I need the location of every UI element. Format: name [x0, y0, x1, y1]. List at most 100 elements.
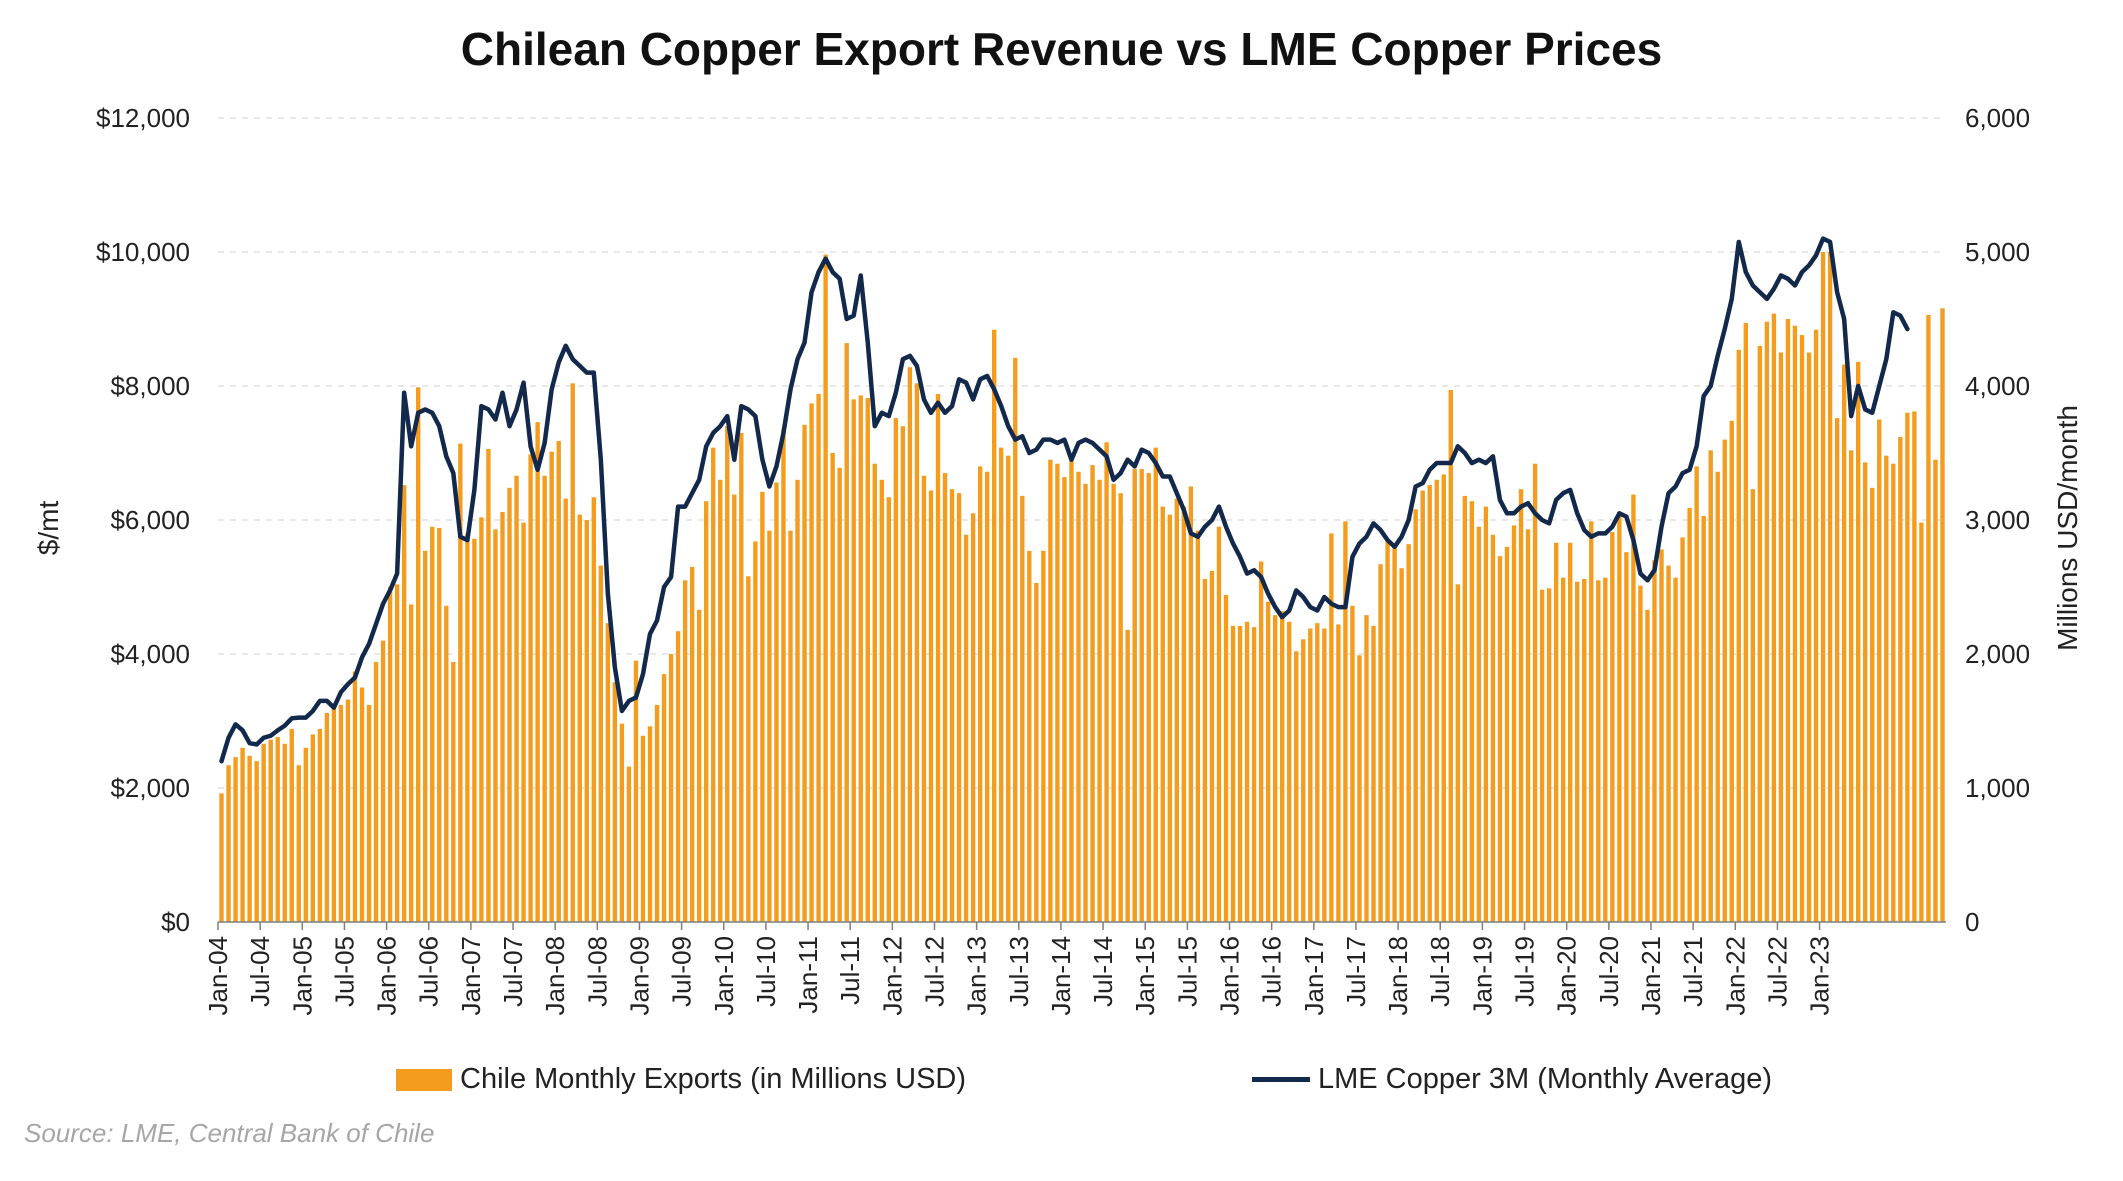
export-bar: [1048, 459, 1053, 922]
export-bar: [598, 565, 604, 922]
export-bar: [394, 584, 400, 922]
export-bar: [1785, 319, 1791, 922]
export-bar: [1385, 541, 1390, 922]
export-bar: [1673, 577, 1678, 922]
export-bar: [1848, 450, 1854, 922]
x-tick: Jul-04: [245, 936, 275, 1007]
x-tick: Jan-16: [1215, 936, 1245, 1016]
x-tick: Jul-11: [835, 936, 865, 1005]
export-bar: [437, 528, 442, 922]
export-bar: [1153, 447, 1158, 922]
export-bar: [219, 793, 224, 922]
export-bar: [984, 471, 990, 922]
x-tick: Jan-17: [1299, 936, 1329, 1016]
export-bar: [1568, 542, 1573, 922]
export-bar: [1525, 529, 1531, 922]
export-bar: [647, 726, 653, 922]
export-bar: [1027, 550, 1032, 922]
export-bar: [1336, 624, 1341, 922]
export-bar: [654, 704, 660, 922]
x-tick: Jan-05: [287, 936, 317, 1016]
export-bar: [563, 498, 568, 922]
export-bar: [1258, 561, 1264, 922]
export-bar: [1055, 463, 1060, 922]
export-bar: [605, 623, 611, 922]
export-bar: [1097, 479, 1102, 922]
export-bar: [1813, 329, 1819, 923]
export-bar: [844, 343, 849, 922]
export-bar: [718, 479, 723, 922]
export-bar: [1357, 655, 1362, 922]
export-bar: [830, 453, 835, 922]
export-bar: [704, 501, 709, 922]
export-bar: [661, 674, 667, 922]
export-bar: [1280, 611, 1285, 922]
export-bar: [240, 747, 245, 922]
export-bar: [1104, 442, 1109, 922]
export-bar: [359, 687, 365, 922]
export-bar: [900, 426, 906, 922]
export-bar: [1518, 489, 1524, 922]
export-bar: [1350, 605, 1355, 922]
export-bar: [1083, 483, 1088, 922]
x-tick: Jul-22: [1762, 936, 1792, 1007]
export-bar: [1315, 623, 1320, 922]
export-bar: [1701, 515, 1706, 922]
export-bar: [1715, 471, 1720, 922]
export-bar: [682, 580, 688, 922]
export-bar: [1272, 615, 1278, 922]
export-bar: [1659, 549, 1664, 922]
export-bar: [949, 489, 955, 922]
export-bar: [1195, 530, 1201, 922]
export-bar: [352, 671, 358, 922]
export-bar: [226, 765, 231, 922]
export-bar: [1820, 252, 1826, 922]
export-bar: [1406, 544, 1411, 922]
y-right-tick: 3,000: [1965, 505, 2030, 535]
export-bar: [465, 533, 470, 922]
export-bar: [1891, 463, 1896, 922]
export-bar: [753, 541, 758, 922]
y-right-tick: 1,000: [1965, 773, 2030, 803]
export-bar: [1301, 639, 1306, 922]
export-bar: [1174, 498, 1180, 922]
export-bar: [1729, 420, 1734, 922]
export-bar: [1223, 595, 1229, 922]
export-bar: [1244, 621, 1250, 922]
x-tick: Jan-11: [793, 936, 823, 1014]
export-bar: [1490, 534, 1496, 922]
x-tick: Jul-17: [1341, 936, 1371, 1007]
export-bar: [956, 493, 962, 922]
export-bar: [1582, 578, 1587, 922]
export-bar: [521, 522, 526, 922]
y-right-tick: 5,000: [1965, 237, 2030, 267]
export-bar: [1322, 628, 1327, 922]
x-tick: Jan-20: [1552, 936, 1582, 1016]
y-left-tick: $6,000: [110, 505, 190, 535]
export-bar: [739, 432, 744, 922]
export-bar: [1167, 514, 1172, 922]
y-right-tick: 6,000: [1965, 103, 2030, 133]
export-bar: [345, 699, 351, 922]
export-bar: [774, 482, 779, 922]
export-bar: [612, 682, 618, 922]
export-bar: [1006, 455, 1011, 922]
export-bar: [247, 755, 252, 922]
export-bar: [1462, 495, 1468, 922]
export-bar: [999, 447, 1004, 922]
export-bar: [317, 729, 323, 922]
export-bar: [493, 529, 498, 922]
export-bar: [1132, 469, 1137, 922]
lme-line: [219, 236, 1910, 764]
export-bar: [1497, 556, 1503, 922]
y-left-tick: $4,000: [110, 639, 190, 669]
x-tick: Jan-09: [625, 936, 655, 1016]
export-bar: [928, 490, 934, 922]
x-tick: Jul-13: [1004, 936, 1034, 1007]
y-left-tick-labels: $0 $2,000 $4,000 $6,000 $8,000 $10,000 $12,000: [96, 103, 190, 937]
export-bar: [760, 491, 765, 922]
x-tick: Jul-07: [498, 936, 528, 1007]
x-tick: Jul-19: [1510, 936, 1540, 1007]
export-bar: [1069, 461, 1074, 922]
